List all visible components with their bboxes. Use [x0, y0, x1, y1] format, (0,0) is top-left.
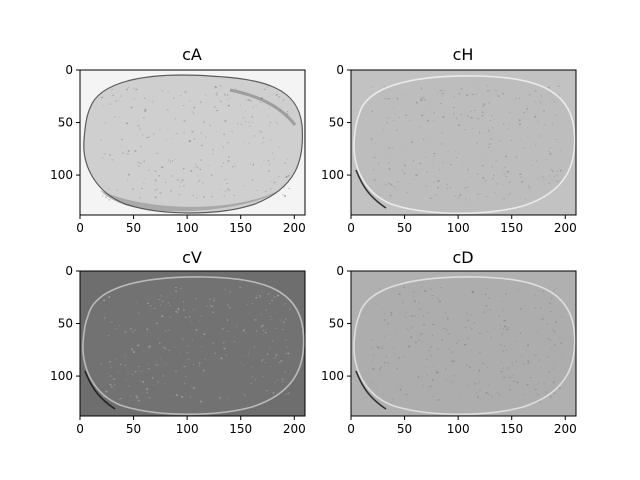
object-contour: [83, 74, 304, 214]
texture-speckles: [100, 85, 291, 201]
object-region: [353, 75, 575, 214]
y-tick-label: 0: [65, 264, 73, 278]
panel-title-ca: cA: [182, 45, 202, 64]
panel-image-cv: [80, 271, 305, 416]
x-tick-label: 50: [126, 422, 141, 436]
panel-ch: cH 0 50 100 150 200 0 50 100: [321, 45, 577, 235]
y-tick-label: 50: [329, 116, 344, 130]
y-tick-label: 50: [329, 317, 344, 331]
x-tick-label: 50: [126, 221, 141, 235]
panel-title-cd: cD: [452, 248, 473, 267]
x-tick-label: 150: [229, 422, 252, 436]
texture-speckles: [371, 286, 563, 403]
x-axis-cv: 0 50 100 150 200: [76, 416, 306, 436]
x-tick-label: 150: [500, 422, 523, 436]
edge-highlight: [355, 370, 387, 410]
panel-image-ca: [80, 70, 305, 215]
x-tick-label: 150: [500, 221, 523, 235]
x-tick-label: 200: [283, 422, 306, 436]
y-tick-label: 100: [50, 168, 73, 182]
y-tick-label: 100: [321, 168, 344, 182]
x-tick-label: 100: [176, 221, 199, 235]
x-tick-label: 50: [397, 221, 412, 235]
y-tick-label: 0: [336, 264, 344, 278]
x-tick-label: 50: [397, 422, 412, 436]
panel-image-ch: [351, 70, 576, 215]
x-tick-label: 150: [229, 221, 252, 235]
x-tick-label: 0: [347, 422, 355, 436]
object-region: [82, 276, 304, 415]
texture-speckles: [100, 286, 291, 403]
panel-ca: cA 0 50 100 150 200 0 50 100: [50, 45, 306, 235]
y-tick-label: 50: [58, 116, 73, 130]
panel-cv: cV 0 50 100 150 200 0 50 100: [50, 248, 306, 436]
shadow-region: [100, 190, 280, 212]
panel-frame-cv: [79, 270, 306, 417]
y-axis-ch: 0 50 100: [321, 63, 351, 182]
x-tick-label: 0: [76, 422, 84, 436]
object-contour: [353, 276, 576, 416]
y-tick-label: 100: [321, 369, 344, 383]
x-tick-label: 100: [447, 422, 470, 436]
object-region: [83, 75, 303, 213]
y-axis-ca: 0 50 100: [50, 63, 80, 182]
panel-title-cv: cV: [182, 248, 202, 267]
x-tick-label: 0: [347, 221, 355, 235]
dark-mark: [229, 88, 297, 126]
panel-title-ch: cH: [453, 45, 474, 64]
y-axis-cv: 0 50 100: [50, 264, 80, 383]
panel-frame-ch: [350, 69, 577, 216]
object-contour: [82, 276, 305, 416]
y-axis-cd: 0 50 100: [321, 264, 351, 383]
y-tick-label: 100: [50, 369, 73, 383]
panel-cd: cD 0 50 100 150 200 0 50 100: [321, 248, 577, 436]
y-tick-label: 50: [58, 317, 73, 331]
x-tick-label: 200: [554, 221, 577, 235]
x-tick-label: 200: [283, 221, 306, 235]
y-tick-label: 0: [336, 63, 344, 77]
x-tick-label: 100: [176, 422, 199, 436]
y-tick-label: 0: [65, 63, 73, 77]
texture-speckles: [371, 85, 562, 201]
x-axis-cd: 0 50 100 150 200: [347, 416, 577, 436]
x-tick-label: 0: [76, 221, 84, 235]
x-tick-label: 100: [447, 221, 470, 235]
object-contour: [353, 75, 576, 215]
panel-frame-cd: [350, 270, 577, 417]
x-axis-ca: 0 50 100 150 200: [76, 215, 306, 235]
x-tick-label: 200: [554, 422, 577, 436]
panel-image-cd: [351, 271, 576, 416]
edge-highlight: [84, 370, 116, 410]
edge-highlight: [355, 169, 387, 209]
object-region: [353, 276, 575, 415]
panel-frame-ca: [79, 69, 306, 216]
x-axis-ch: 0 50 100 150 200: [347, 215, 577, 235]
